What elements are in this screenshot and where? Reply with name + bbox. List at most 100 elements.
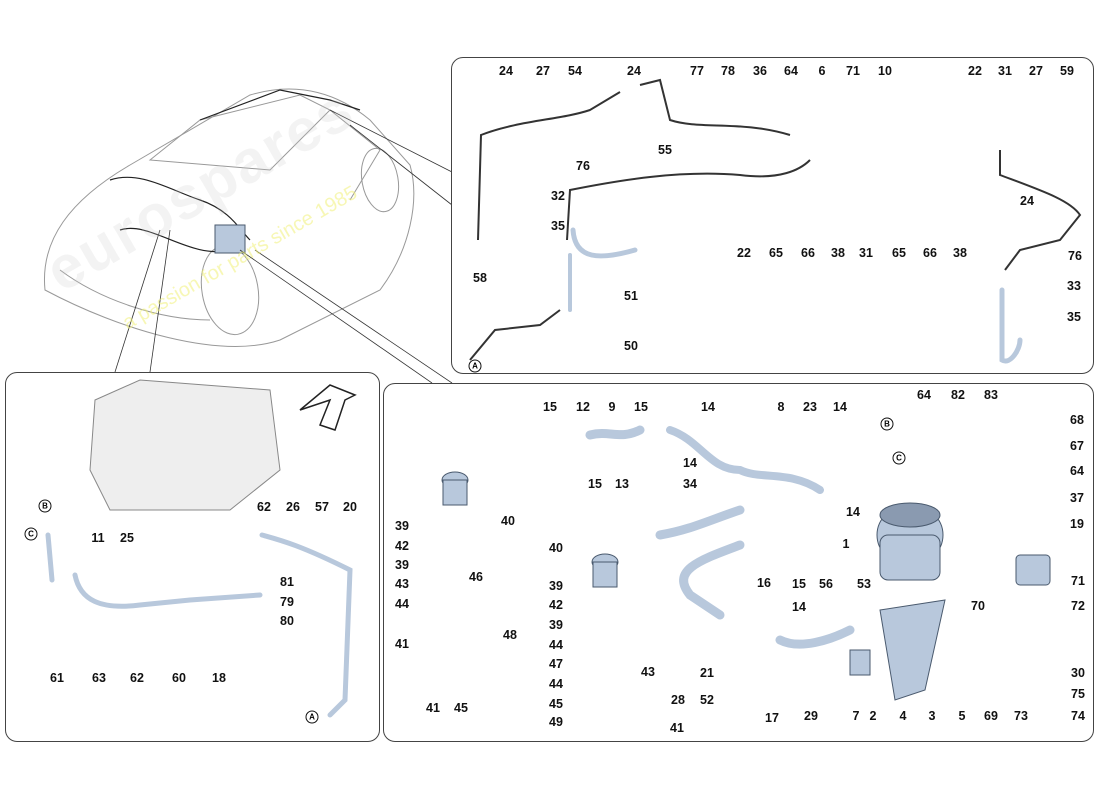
part-callout-number: 79 [280, 595, 294, 609]
connection-reference-marker: B [38, 499, 52, 513]
part-callout-number: 39 [395, 519, 409, 533]
part-callout-number: 62 [130, 671, 144, 685]
part-callout-number: 39 [549, 618, 563, 632]
part-callout-number: 60 [172, 671, 186, 685]
part-callout-number: 42 [395, 539, 409, 553]
part-callout-number: 38 [831, 246, 845, 260]
part-callout-number: 54 [568, 64, 582, 78]
part-callout-number: 40 [549, 541, 563, 555]
part-callout-number: 47 [549, 657, 563, 671]
part-callout-number: 22 [737, 246, 751, 260]
part-callout-number: 66 [801, 246, 815, 260]
part-callout-number: 31 [859, 246, 873, 260]
part-callout-number: 49 [549, 715, 563, 729]
part-callout-number: 63 [92, 671, 106, 685]
part-callout-number: 78 [721, 64, 735, 78]
part-callout-number: 44 [549, 677, 563, 691]
part-callout-number: 71 [1071, 574, 1085, 588]
part-callout-number: 76 [1068, 249, 1082, 263]
part-callout-number: 24 [627, 64, 641, 78]
part-callout-number: 35 [1067, 310, 1081, 324]
part-callout-number: 65 [892, 246, 906, 260]
part-callout-number: 39 [395, 558, 409, 572]
part-callout-number: 15 [588, 477, 602, 491]
part-callout-number: 24 [499, 64, 513, 78]
part-callout-number: 46 [469, 570, 483, 584]
part-callout-number: 35 [551, 219, 565, 233]
part-callout-number: 15 [543, 400, 557, 414]
part-callout-number: 15 [634, 400, 648, 414]
part-callout-number: 8 [777, 400, 785, 414]
connection-reference-marker: C [24, 527, 38, 541]
part-callout-number: 43 [641, 665, 655, 679]
part-callout-number: 75 [1071, 687, 1085, 701]
part-callout-number: 77 [690, 64, 704, 78]
part-callout-number: 23 [803, 400, 817, 414]
part-callout-number: 66 [923, 246, 937, 260]
air-pump-panel [383, 383, 1094, 742]
part-callout-number: 3 [928, 709, 936, 723]
part-callout-number: 41 [670, 721, 684, 735]
part-callout-number: 12 [576, 400, 590, 414]
part-callout-number: 13 [615, 477, 629, 491]
part-callout-number: 64 [917, 388, 931, 402]
part-callout-number: 4 [899, 709, 907, 723]
part-callout-number: 24 [1020, 194, 1034, 208]
part-callout-number: 26 [286, 500, 300, 514]
part-callout-number: 82 [951, 388, 965, 402]
part-callout-number: 45 [549, 697, 563, 711]
part-callout-number: 37 [1070, 491, 1084, 505]
part-callout-number: 20 [343, 500, 357, 514]
part-callout-number: 40 [501, 514, 515, 528]
part-callout-number: 21 [700, 666, 714, 680]
part-callout-number: 5 [958, 709, 966, 723]
part-callout-number: 14 [846, 505, 860, 519]
part-callout-number: 27 [536, 64, 550, 78]
direction-arrow-icon [299, 384, 357, 431]
connection-reference-marker: A [468, 359, 482, 373]
part-callout-number: 50 [624, 339, 638, 353]
part-callout-number: 43 [395, 577, 409, 591]
connection-reference-marker: C [892, 451, 906, 465]
part-callout-number: 72 [1071, 599, 1085, 613]
part-callout-number: 55 [658, 143, 672, 157]
part-callout-number: 41 [395, 637, 409, 651]
part-callout-number: 68 [1070, 413, 1084, 427]
connection-reference-marker: A [305, 710, 319, 724]
part-callout-number: 64 [784, 64, 798, 78]
part-callout-number: 36 [753, 64, 767, 78]
part-callout-number: 15 [792, 577, 806, 591]
part-callout-number: 45 [454, 701, 468, 715]
part-callout-number: 41 [426, 701, 440, 715]
part-callout-number: 17 [765, 711, 779, 725]
part-callout-number: 1 [842, 537, 850, 551]
part-callout-number: 61 [50, 671, 64, 685]
part-callout-number: 25 [120, 531, 134, 545]
part-callout-number: 74 [1071, 709, 1085, 723]
part-callout-number: 34 [683, 477, 697, 491]
part-callout-number: 83 [984, 388, 998, 402]
part-callout-number: 44 [549, 638, 563, 652]
part-callout-number: 7 [852, 709, 860, 723]
part-callout-number: 48 [503, 628, 517, 642]
part-callout-number: 28 [671, 693, 685, 707]
part-callout-number: 2 [869, 709, 877, 723]
part-callout-number: 52 [700, 693, 714, 707]
part-callout-number: 14 [833, 400, 847, 414]
part-callout-number: 65 [769, 246, 783, 260]
part-callout-number: 6 [818, 64, 826, 78]
part-callout-number: 51 [624, 289, 638, 303]
part-callout-number: 14 [683, 456, 697, 470]
part-callout-number: 56 [819, 577, 833, 591]
part-callout-number: 39 [549, 579, 563, 593]
part-callout-number: 14 [701, 400, 715, 414]
part-callout-number: 11 [91, 531, 105, 545]
part-callout-number: 29 [804, 709, 818, 723]
part-callout-number: 31 [998, 64, 1012, 78]
part-callout-number: 62 [257, 500, 271, 514]
part-callout-number: 70 [971, 599, 985, 613]
part-callout-number: 10 [878, 64, 892, 78]
part-callout-number: 16 [757, 576, 771, 590]
